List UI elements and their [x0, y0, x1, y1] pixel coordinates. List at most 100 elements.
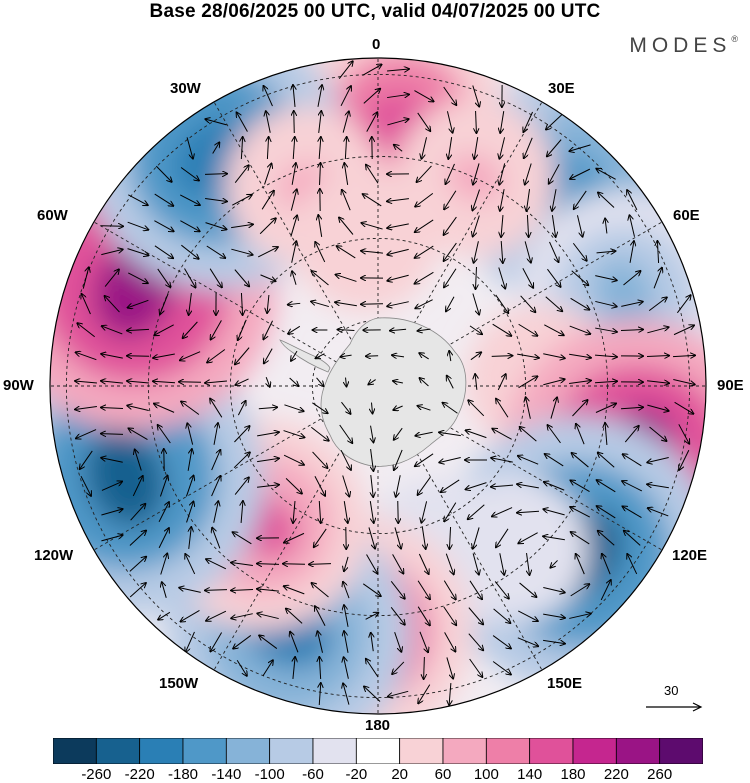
wind-arrow [319, 137, 321, 160]
wind-arrow [311, 301, 329, 308]
vector-scale-label: 30 [664, 683, 679, 698]
wind-arrow [495, 294, 509, 313]
wind-arrow [205, 222, 227, 230]
wind-arrow [420, 378, 429, 387]
lon-label-120w: 120W [34, 547, 74, 564]
wind-arrow [100, 226, 123, 227]
wind-arrow [153, 381, 176, 382]
wind-arrow [598, 192, 615, 208]
wind-arrow [595, 327, 617, 332]
colorbar-tick-label: 60 [434, 766, 452, 783]
wind-arrow [316, 377, 324, 386]
wind-arrow [75, 407, 97, 410]
wind-arrow [180, 351, 201, 361]
wind-arrow [548, 425, 561, 444]
wind-arrow [421, 137, 428, 158]
wind-arrow [314, 476, 325, 496]
lon-label-0: 0 [372, 36, 381, 53]
wind-arrow [257, 432, 279, 437]
wind-arrow [595, 300, 616, 306]
wind-arrow [363, 89, 380, 104]
wind-arrow [233, 532, 252, 545]
lon-label-90w: 90W [3, 377, 34, 394]
wind-arrow [210, 399, 223, 418]
wind-arrow [526, 189, 529, 211]
wind-arrow [550, 560, 558, 567]
wind-arrow [233, 635, 252, 648]
wind-arrow [339, 424, 353, 443]
wind-arrow [259, 218, 276, 235]
wind-arrow [492, 429, 512, 440]
wind-arrow [444, 268, 457, 287]
wind-arrow [310, 426, 328, 440]
wind-arrow [366, 659, 379, 678]
wind-arrow [551, 215, 555, 237]
wind-arrow [474, 241, 479, 262]
wind-arrow [235, 378, 249, 385]
wind-arrow [390, 329, 407, 330]
wind-arrow [241, 501, 243, 524]
wind-arrow [569, 353, 591, 358]
wind-arrow [234, 165, 249, 183]
wind-arrow [446, 296, 455, 312]
wind-arrow [206, 245, 225, 258]
wind-arrow [623, 454, 642, 467]
wind-arrow [233, 452, 250, 469]
wind-arrow [598, 531, 615, 546]
wind-arrow [314, 528, 327, 547]
wind-arrow [319, 683, 321, 706]
wind-arrow [571, 532, 590, 545]
wind-arrow [344, 163, 349, 185]
wind-arrow [154, 404, 175, 413]
wind-arrow [417, 112, 430, 131]
wind-arrow [284, 532, 305, 542]
wind-arrow [570, 584, 590, 597]
wind-arrow [319, 657, 320, 680]
vector-scale-arrow [646, 702, 703, 712]
wind-arrow [492, 661, 511, 675]
wind-arrow [387, 248, 409, 254]
wind-arrow [235, 347, 250, 365]
wind-arrow [596, 251, 616, 253]
wind-arrow [211, 450, 221, 471]
colorbar-swatch [572, 738, 617, 764]
wind-arrow [494, 581, 509, 598]
wind-arrow [552, 189, 557, 211]
wind-arrow [76, 429, 97, 439]
colorbar-tick-label: -100 [254, 766, 285, 783]
wind-arrow [673, 378, 694, 384]
wind-arrow [470, 352, 481, 361]
wind-arrow [266, 111, 271, 133]
colorbar-swatch [269, 738, 314, 764]
wind-arrow [290, 215, 297, 237]
wind-arrow [387, 119, 408, 126]
wind-arrow [185, 554, 196, 575]
wind-arrow [102, 326, 123, 335]
wind-arrow [396, 475, 401, 497]
wind-arrow [207, 349, 226, 362]
wind-arrow [624, 426, 638, 443]
colorbar-tick-label: -140 [211, 766, 242, 783]
wind-arrow [570, 480, 590, 492]
wind-arrow [546, 114, 563, 129]
map-title: Base 28/06/2025 00 UTC, valid 04/07/2025… [149, 1, 601, 22]
wind-arrow [678, 424, 689, 443]
wind-arrow [417, 606, 430, 626]
wind-arrow [105, 296, 120, 313]
wind-arrow [620, 407, 643, 408]
wind-arrow [576, 554, 585, 575]
colorbar-tick-label: 140 [517, 766, 543, 783]
wind-arrow [104, 269, 119, 287]
wind-arrow [288, 325, 301, 333]
wind-arrow [205, 119, 227, 126]
wind-arrow [443, 403, 458, 414]
wind-arrow [262, 660, 273, 676]
wind-arrow [290, 632, 299, 653]
wind-arrow [318, 631, 323, 653]
wind-arrow [236, 659, 247, 676]
wind-arrow [623, 506, 642, 519]
wind-arrow [180, 220, 199, 232]
wind-arrow [76, 352, 97, 361]
wind-arrow [346, 377, 347, 387]
wind-arrow [498, 267, 505, 288]
